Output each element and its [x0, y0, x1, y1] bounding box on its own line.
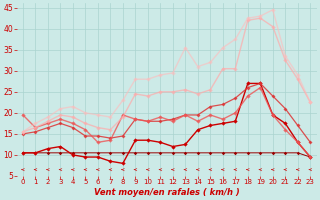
X-axis label: Vent moyen/en rafales ( km/h ): Vent moyen/en rafales ( km/h ): [94, 188, 239, 197]
